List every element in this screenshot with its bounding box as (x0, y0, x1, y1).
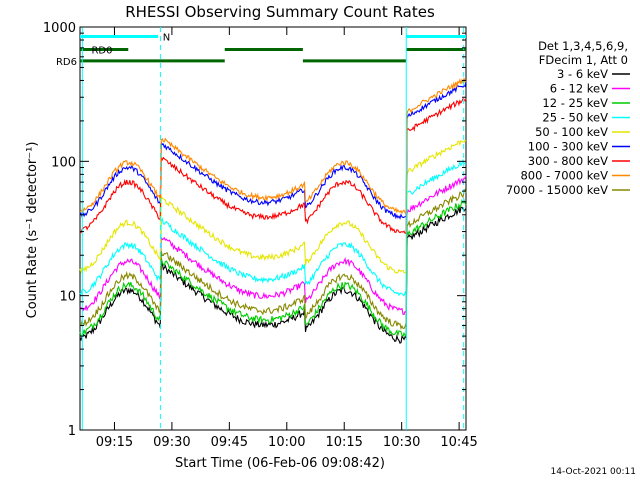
series-line-6 (79, 98, 467, 235)
legend-header: Det 1,3,4,5,6,9, (538, 39, 628, 53)
y-tick-label: 1000 (43, 21, 76, 36)
series-line-0 (79, 206, 467, 344)
plot-area-border (79, 26, 467, 431)
footer-date: 14-Oct-2021 00:11 (551, 467, 636, 477)
x-tick-label: 10:00 (268, 435, 305, 450)
legend-entry-8: 7000 - 15000 keV (506, 183, 608, 197)
x-tick-label: 09:45 (211, 435, 248, 450)
series-line-2 (79, 198, 467, 338)
x-tick-label: 09:30 (153, 435, 190, 450)
y-tick-label: 10 (59, 290, 76, 305)
legend-entry-7: 800 - 7000 keV (520, 169, 608, 183)
flag-label-rd6: RD6 (56, 57, 77, 68)
legend-entry-5: 100 - 300 keV (528, 140, 608, 154)
series-curves (79, 77, 467, 344)
legend-entry-4: 50 - 100 keV (535, 125, 608, 139)
legend-entry-0: 3 - 6 keV (557, 67, 608, 81)
series-line-5 (79, 81, 467, 220)
plot-frame (79, 26, 467, 431)
legend-entry-1: 6 - 12 keV (550, 82, 608, 96)
axis-ticks: 09:15 09:30 09:45 10:00 10:15 10:30 10:45 1 10 10… (43, 21, 478, 450)
x-tick-label: 10:45 (440, 435, 477, 450)
series-line-1 (79, 175, 467, 316)
series-line-4 (79, 139, 467, 274)
y-axis-label: Count Rate (s⁻¹ detector⁻¹) (25, 142, 40, 319)
legend-entry-3: 25 - 50 keV (542, 111, 608, 125)
x-tick-label: 10:30 (383, 435, 420, 450)
y-tick-label: 1 (68, 424, 76, 439)
chart-title: RHESSI Observing Summary Count Rates (125, 3, 435, 21)
flag-bars: RD0 RD6 N (56, 32, 466, 68)
flag-label-rd0: RD0 (91, 45, 112, 56)
orbit-lines (81, 27, 465, 430)
legend-header: FDecim 1, Att 0 (539, 53, 628, 67)
series-line-8 (79, 188, 467, 331)
series-line-3 (79, 158, 467, 297)
legend: Det 1,3,4,5,6,9,FDecim 1, Att 03 - 6 keV… (506, 39, 630, 197)
flag-label-n: N (163, 32, 170, 43)
x-tick-label: 09:15 (96, 435, 133, 450)
y-tick-label: 100 (51, 155, 76, 170)
legend-entry-6: 300 - 800 keV (528, 154, 608, 168)
x-axis-label: Start Time (06-Feb-06 09:08:42) (175, 456, 385, 471)
series-line-7 (79, 77, 467, 215)
legend-entry-2: 12 - 25 keV (542, 96, 608, 110)
x-tick-label: 10:15 (325, 435, 362, 450)
